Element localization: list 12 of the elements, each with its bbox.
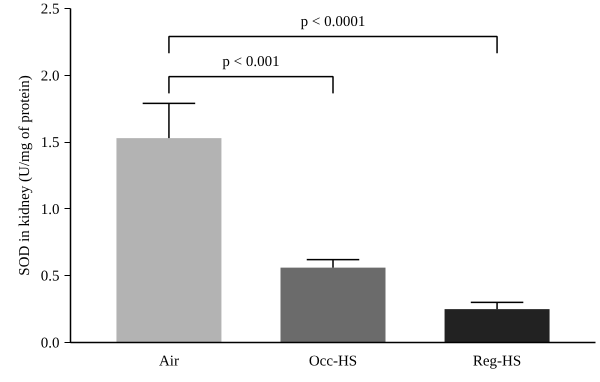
x-tick-label: Reg-HS (472, 354, 522, 370)
y-axis-title: SOD in kidney (U/mg of protein) (16, 75, 33, 276)
y-tick-label: 1.5 (40, 135, 60, 152)
y-tick-label: 0.5 (40, 268, 60, 285)
x-tick-label: Air (158, 354, 179, 370)
x-tick-label: Occ-HS (308, 354, 358, 370)
y-tick-label: 0.0 (40, 336, 60, 352)
y-tick-label: 2.5 (40, 2, 60, 18)
y-tick-label: 1.0 (40, 202, 60, 218)
annotation: p < 0.001 (222, 54, 280, 70)
annotation: p < 0.0001 (300, 14, 366, 30)
y-tick-label: 2.0 (40, 68, 60, 84)
